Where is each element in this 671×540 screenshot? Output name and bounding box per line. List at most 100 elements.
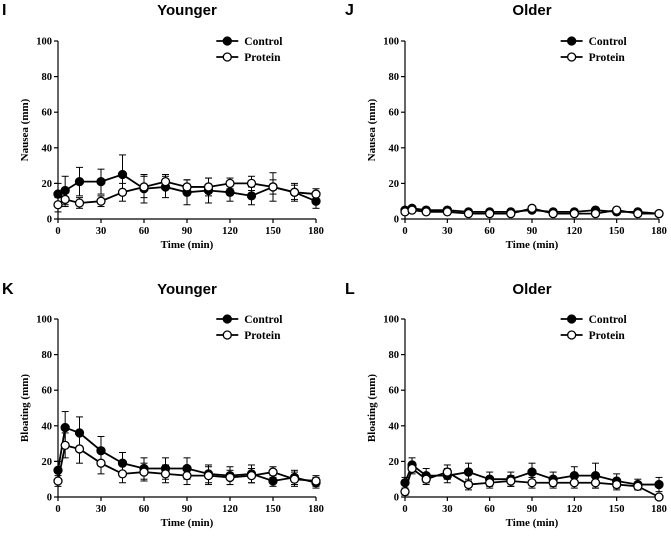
x-tick-label: 180 — [308, 226, 324, 237]
x-tick-label: 90 — [182, 226, 193, 237]
y-tick-label: 60 — [389, 108, 400, 119]
chart-panel-l: L Older 0 20 40 60 80 100 0 30 60 90 120 150 180 Time (… — [345, 281, 667, 529]
data-point — [74, 198, 85, 208]
data-point — [407, 463, 417, 474]
y-tick-label: 100 — [36, 315, 52, 326]
legend-item-control: Control — [560, 314, 627, 326]
data-point — [289, 474, 300, 484]
legend-marker — [566, 36, 577, 46]
x-tick-label: 0 — [402, 226, 407, 237]
data-point — [612, 205, 622, 215]
x-tick-label: 120 — [222, 504, 238, 515]
y-tick-label: 0 — [394, 215, 399, 226]
legend-marker — [222, 52, 232, 62]
y-tick-label: 40 — [389, 421, 400, 432]
data-point — [139, 182, 149, 192]
data-point — [160, 469, 171, 479]
x-tick-label: 30 — [96, 226, 107, 237]
data-point — [139, 467, 149, 477]
panel-title: Younger — [157, 2, 217, 19]
y-tick-label: 20 — [42, 457, 53, 468]
panel-title: Younger — [157, 281, 217, 298]
data-point — [527, 467, 537, 477]
legend-label: Control — [244, 36, 282, 48]
y-tick-label: 60 — [42, 108, 53, 119]
y-tick-label: 0 — [47, 493, 52, 504]
data-point — [612, 479, 622, 490]
data-point — [225, 472, 235, 483]
legend-marker — [566, 330, 577, 340]
x-tick-label: 30 — [442, 226, 453, 237]
data-point — [442, 207, 452, 217]
x-tick-label: 30 — [442, 504, 453, 515]
x-tick-label: 30 — [96, 504, 107, 515]
data-point — [182, 182, 192, 192]
data-point — [654, 209, 664, 219]
data-point — [421, 207, 431, 217]
legend-marker — [222, 36, 232, 46]
x-tick-label: 180 — [308, 504, 324, 515]
data-point — [268, 476, 278, 486]
panel-letter: I — [2, 2, 6, 19]
legend-item-protein: Protein — [560, 52, 626, 64]
legend-label: Control — [589, 314, 627, 326]
data-point — [569, 209, 579, 219]
legend-label: Protein — [244, 52, 281, 64]
x-tick-label: 120 — [566, 226, 582, 237]
data-point — [117, 169, 128, 180]
data-point — [400, 487, 410, 497]
chart-panel-j: J Older 0 20 40 60 80 100 0 30 60 90 120 150 180 Time (… — [345, 2, 667, 251]
data-point — [485, 209, 495, 219]
x-tick-label: 60 — [139, 226, 150, 237]
x-tick-label: 150 — [265, 504, 281, 515]
x-tick-label: 90 — [182, 504, 193, 515]
y-tick-label: 60 — [389, 386, 400, 397]
legend-item-control: Control — [216, 36, 282, 48]
data-point — [203, 470, 214, 481]
data-point — [246, 470, 257, 481]
x-tick-label: 120 — [222, 226, 238, 237]
y-tick-label: 100 — [383, 315, 399, 326]
y-tick-label: 40 — [389, 143, 400, 154]
data-point — [246, 191, 257, 201]
data-point — [548, 478, 558, 488]
data-point — [225, 187, 235, 197]
y-tick-label: 80 — [389, 72, 400, 83]
data-point — [654, 492, 664, 502]
y-tick-label: 100 — [383, 37, 399, 48]
y-axis-label: Bloating (mm) — [19, 374, 31, 442]
data-point — [225, 178, 235, 189]
data-point — [527, 203, 537, 213]
data-point — [654, 479, 664, 490]
legend-label: Protein — [589, 52, 626, 64]
data-point — [590, 478, 601, 488]
x-tick-label: 0 — [402, 504, 407, 515]
data-point — [463, 209, 474, 219]
chart-panel-k: K Younger 0 20 40 60 80 100 0 30 60 90 120 150 180 Time… — [2, 281, 324, 529]
x-tick-label: 60 — [484, 504, 495, 515]
x-tick-label: 60 — [484, 226, 495, 237]
data-point — [442, 467, 452, 477]
data-point — [96, 176, 106, 187]
x-tick-label: 120 — [566, 504, 582, 515]
data-point — [182, 470, 192, 481]
y-tick-label: 80 — [42, 350, 53, 361]
legend-label: Protein — [244, 330, 281, 342]
data-point — [53, 200, 63, 210]
x-tick-label: 90 — [527, 504, 538, 515]
x-tick-label: 180 — [651, 226, 667, 237]
data-point — [96, 196, 106, 206]
series-protein — [53, 432, 321, 487]
data-point — [463, 479, 474, 490]
data-point — [548, 209, 558, 219]
data-point — [407, 205, 417, 215]
panel-letter: J — [345, 2, 354, 19]
y-axis-label: Nausea (mm) — [366, 98, 378, 161]
y-tick-label: 100 — [36, 37, 52, 48]
data-point — [268, 467, 278, 477]
y-axis-label: Bloating (mm) — [366, 374, 378, 442]
legend-marker — [566, 314, 577, 324]
data-point — [289, 187, 300, 197]
data-point — [633, 481, 643, 491]
